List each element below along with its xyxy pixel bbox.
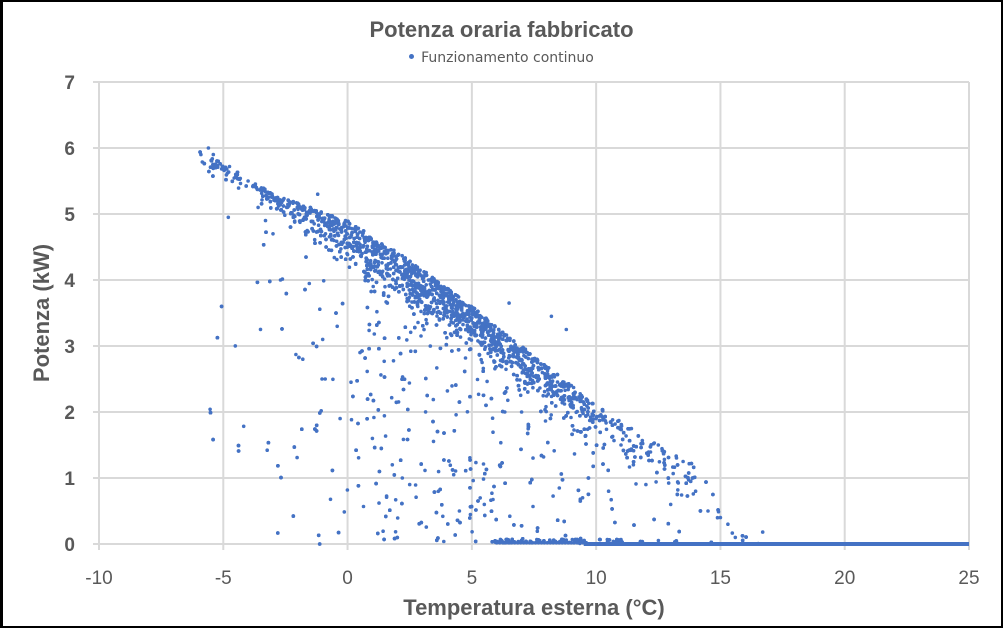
x-tick-label: 15: [710, 568, 731, 589]
x-axis-title: Temperatura esterna (°C): [403, 595, 664, 620]
gridlines: [93, 81, 970, 550]
y-tick-label: 0: [64, 535, 75, 556]
zero-baseline: [494, 540, 969, 546]
y-tick-label: 5: [64, 205, 75, 226]
y-tick-label: 7: [64, 73, 75, 94]
y-tick-label: 3: [64, 337, 75, 358]
y-tick-label: 4: [64, 271, 75, 292]
y-axis-title: Potenza (kW): [29, 244, 54, 382]
x-tick-label: -5: [215, 568, 232, 589]
y-tick-label: 2: [64, 403, 75, 424]
data-points: [198, 146, 765, 546]
legend-label: Funzionamento continuo: [421, 50, 594, 66]
x-tick-label: 5: [467, 568, 478, 589]
x-tick-label: -10: [85, 568, 112, 589]
x-tick-label: 20: [834, 568, 855, 589]
x-tick-label: 0: [342, 568, 353, 589]
legend: Funzionamento continuo: [0, 50, 1003, 66]
x-axis-tick-labels: -10 -5 0 5 10 15 20 25: [85, 568, 979, 589]
chart-title: Potenza oraria fabbricato: [369, 17, 634, 42]
x-tick-label: 10: [586, 568, 607, 589]
legend-marker-icon: [409, 53, 415, 59]
y-axis-tick-labels: 0 1 2 3 4 5 6 7: [64, 73, 75, 556]
y-tick-label: 1: [64, 469, 75, 490]
y-tick-label: 6: [64, 139, 75, 160]
x-tick-label: 25: [958, 568, 979, 589]
